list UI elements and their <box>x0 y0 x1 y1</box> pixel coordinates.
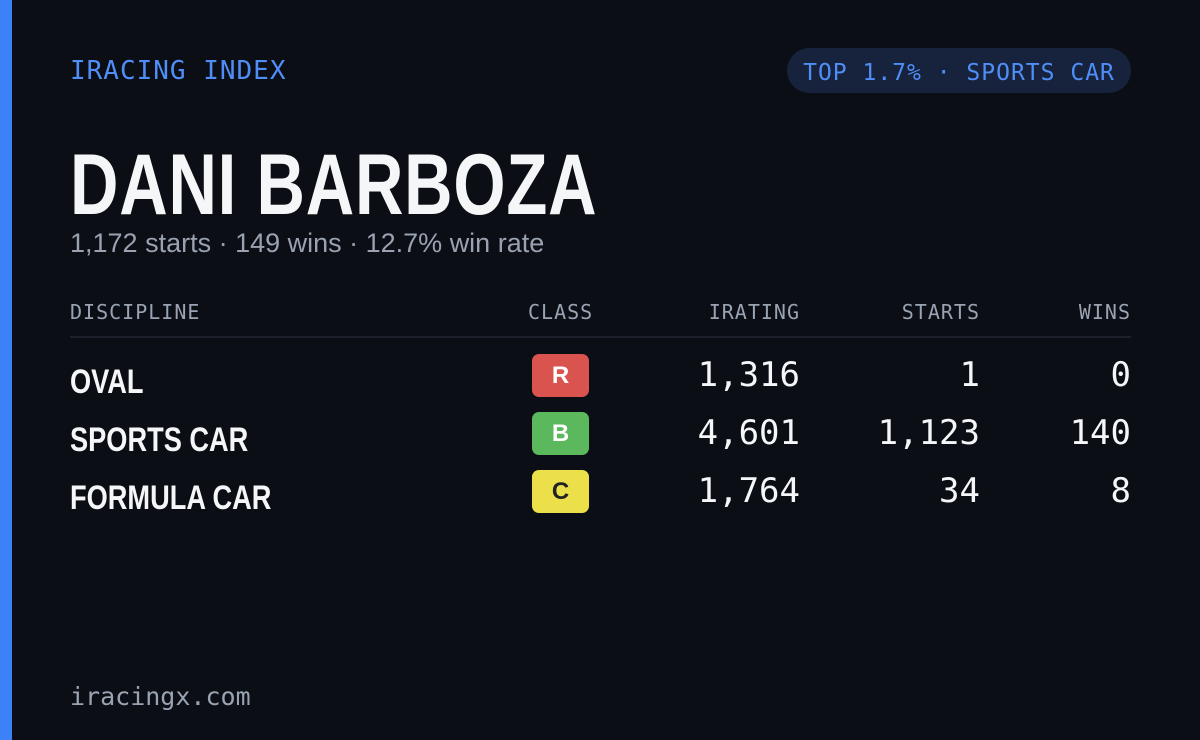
accent-bar <box>0 0 12 740</box>
discipline: FORMULA CAR <box>70 479 272 517</box>
rank-badge: TOP 1.7% · SPORTS CAR <box>787 48 1131 93</box>
driver-name: DANI BARBOZA <box>70 137 598 233</box>
header-rule <box>70 336 1131 338</box>
discipline: OVAL <box>70 363 144 401</box>
column-header: WINS <box>1078 300 1131 324</box>
starts: 34 <box>939 471 980 511</box>
column-header: IRATING <box>708 300 800 324</box>
discipline: SPORTS CAR <box>70 421 249 459</box>
class-badge: R <box>532 354 589 397</box>
brand: IRACING INDEX <box>70 56 287 86</box>
irating: 1,316 <box>697 355 800 395</box>
class-badge: C <box>532 470 589 513</box>
wins: 140 <box>1069 413 1131 453</box>
starts: 1,123 <box>877 413 980 453</box>
wins: 8 <box>1110 471 1131 511</box>
summary: 1,172 starts · 149 wins · 12.7% win rate <box>70 228 545 258</box>
wins: 0 <box>1110 355 1131 395</box>
column-header: STARTS <box>901 300 980 324</box>
irating: 1,764 <box>697 471 800 511</box>
starts: 1 <box>959 355 980 395</box>
column-header: CLASS <box>528 300 594 324</box>
irating: 4,601 <box>697 413 800 453</box>
class-badge: B <box>532 412 589 455</box>
site: iracingx.com <box>70 682 251 711</box>
column-header: DISCIPLINE <box>70 300 201 324</box>
